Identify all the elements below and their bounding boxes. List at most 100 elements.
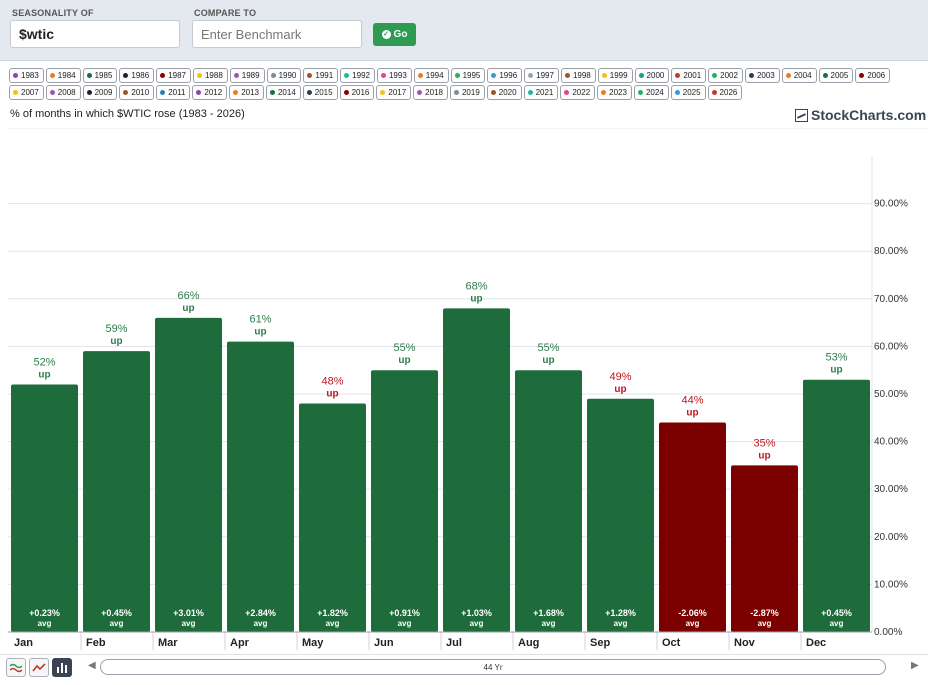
legend-year-1998[interactable]: 1998 [560, 68, 596, 83]
legend-year-1996[interactable]: 1996 [487, 68, 523, 83]
benchmark-input[interactable] [192, 20, 362, 48]
bar-pct-label: 68% [465, 280, 487, 292]
legend-year-1984[interactable]: 1984 [45, 68, 81, 83]
bar-may[interactable] [299, 403, 366, 632]
legend-year-2005[interactable]: 2005 [818, 68, 854, 83]
legend-year-1992[interactable]: 1992 [340, 68, 375, 83]
bar-avg-label: avg [758, 619, 772, 628]
legend-year-2015[interactable]: 2015 [302, 85, 338, 100]
legend-year-2021[interactable]: 2021 [523, 85, 559, 100]
legend-year-label: 1994 [425, 71, 444, 80]
bar-up-label: up [470, 293, 482, 304]
legend-year-1995[interactable]: 1995 [450, 68, 486, 83]
bar-feb[interactable] [83, 351, 150, 632]
brand-name: StockCharts.com [811, 107, 927, 123]
legend-year-1990[interactable]: 1990 [266, 68, 302, 83]
legend-year-2023[interactable]: 2023 [597, 85, 632, 100]
legend-year-2001[interactable]: 2001 [671, 68, 707, 83]
legend-dot-icon [307, 73, 313, 78]
bar-jan[interactable] [11, 384, 78, 632]
legend-year-2004[interactable]: 2004 [781, 68, 817, 83]
legend-year-2024[interactable]: 2024 [633, 85, 669, 100]
range-label: 44 Yr [483, 662, 503, 672]
legend-year-2016[interactable]: 2016 [339, 85, 375, 100]
legend-year-2008[interactable]: 2008 [45, 85, 81, 100]
legend-year-2007[interactable]: 2007 [9, 85, 44, 100]
scroll-right-icon[interactable]: ▶ [911, 660, 919, 671]
legend-year-label: 1984 [57, 71, 76, 80]
legend-year-label: 1996 [499, 71, 518, 80]
legend-dot-icon [454, 73, 460, 78]
legend-year-label: 2004 [793, 71, 812, 80]
bar-aug[interactable] [515, 370, 582, 632]
bar-avg-value: +0.23% [29, 608, 60, 618]
bar-up-label: up [182, 303, 194, 314]
legend-year-2006[interactable]: 2006 [855, 68, 891, 83]
bar-sep[interactable] [587, 398, 654, 632]
y-tick-label: 80.00% [874, 246, 908, 257]
bar-up-label: up [254, 327, 266, 338]
scroll-left-icon[interactable]: ◀ [88, 660, 96, 671]
seasonality-view-button[interactable] [6, 658, 26, 677]
legend-year-label: 2026 [719, 88, 738, 97]
legend-year-2000[interactable]: 2000 [634, 68, 670, 83]
bar-avg-label: avg [398, 619, 412, 628]
legend-year-1983[interactable]: 1983 [9, 68, 44, 83]
legend-year-2013[interactable]: 2013 [229, 85, 264, 100]
legend-year-2011[interactable]: 2011 [156, 85, 191, 100]
stockcharts-logo[interactable]: StockCharts.com [795, 107, 926, 123]
x-tick-label: Jun [374, 637, 394, 649]
bar-up-label: up [758, 450, 770, 461]
legend-year-label: 2014 [277, 88, 296, 97]
legend-year-2017[interactable]: 2017 [376, 85, 412, 100]
legend-year-2020[interactable]: 2020 [486, 85, 522, 100]
bar-apr[interactable] [227, 341, 294, 632]
legend-year-1989[interactable]: 1989 [229, 68, 265, 83]
bar-oct[interactable] [659, 422, 726, 632]
bar-view-button[interactable] [52, 658, 72, 677]
bar-avg-label: avg [830, 619, 844, 628]
legend-year-2019[interactable]: 2019 [449, 85, 485, 100]
legend-year-label: 1986 [131, 71, 150, 80]
legend-year-2003[interactable]: 2003 [744, 68, 780, 83]
bar-nov[interactable] [731, 465, 798, 632]
legend-year-2014[interactable]: 2014 [265, 85, 301, 100]
legend-year-2012[interactable]: 2012 [192, 85, 228, 100]
legend-year-2026[interactable]: 2026 [707, 85, 743, 100]
legend-dot-icon [491, 73, 497, 78]
legend-year-1985[interactable]: 1985 [82, 68, 118, 83]
legend-year-1994[interactable]: 1994 [413, 68, 449, 83]
legend-year-1997[interactable]: 1997 [524, 68, 559, 83]
symbol-input[interactable] [10, 20, 180, 48]
chart-title: % of months in which $WTIC rose (1983 - … [10, 108, 245, 120]
bar-avg-value: -2.06% [678, 608, 707, 618]
legend-year-1987[interactable]: 1987 [156, 68, 191, 83]
range-slider[interactable]: 44 Yr [100, 659, 886, 675]
line-view-button[interactable] [29, 658, 49, 677]
bar-dec[interactable] [803, 379, 870, 632]
legend-year-2002[interactable]: 2002 [708, 68, 743, 83]
x-tick-label: Jul [446, 637, 462, 649]
legend-year-2009[interactable]: 2009 [82, 85, 118, 100]
bar-mar[interactable] [155, 317, 222, 632]
bar-jun[interactable] [371, 370, 438, 632]
bottom-toolbar: ◀ 44 Yr ▶ [0, 654, 928, 685]
y-tick-label: 30.00% [874, 484, 908, 495]
legend-dot-icon [638, 73, 644, 78]
go-button[interactable]: ✓ Go [373, 23, 416, 46]
x-tick-label: Jan [14, 637, 33, 649]
bar-avg-label: avg [470, 619, 484, 628]
legend-year-1986[interactable]: 1986 [119, 68, 155, 83]
legend-year-1993[interactable]: 1993 [376, 68, 412, 83]
legend-year-2022[interactable]: 2022 [560, 85, 596, 100]
legend-year-label: 2003 [756, 71, 775, 80]
legend-year-1988[interactable]: 1988 [192, 68, 228, 83]
legend-year-1991[interactable]: 1991 [303, 68, 339, 83]
legend-year-2025[interactable]: 2025 [670, 85, 706, 100]
bar-jul[interactable] [443, 308, 510, 632]
legend-year-1999[interactable]: 1999 [597, 68, 633, 83]
legend-dot-icon [380, 73, 386, 78]
legend-year-2010[interactable]: 2010 [119, 85, 155, 100]
bar-avg-label: avg [542, 619, 556, 628]
legend-year-2018[interactable]: 2018 [413, 85, 448, 100]
